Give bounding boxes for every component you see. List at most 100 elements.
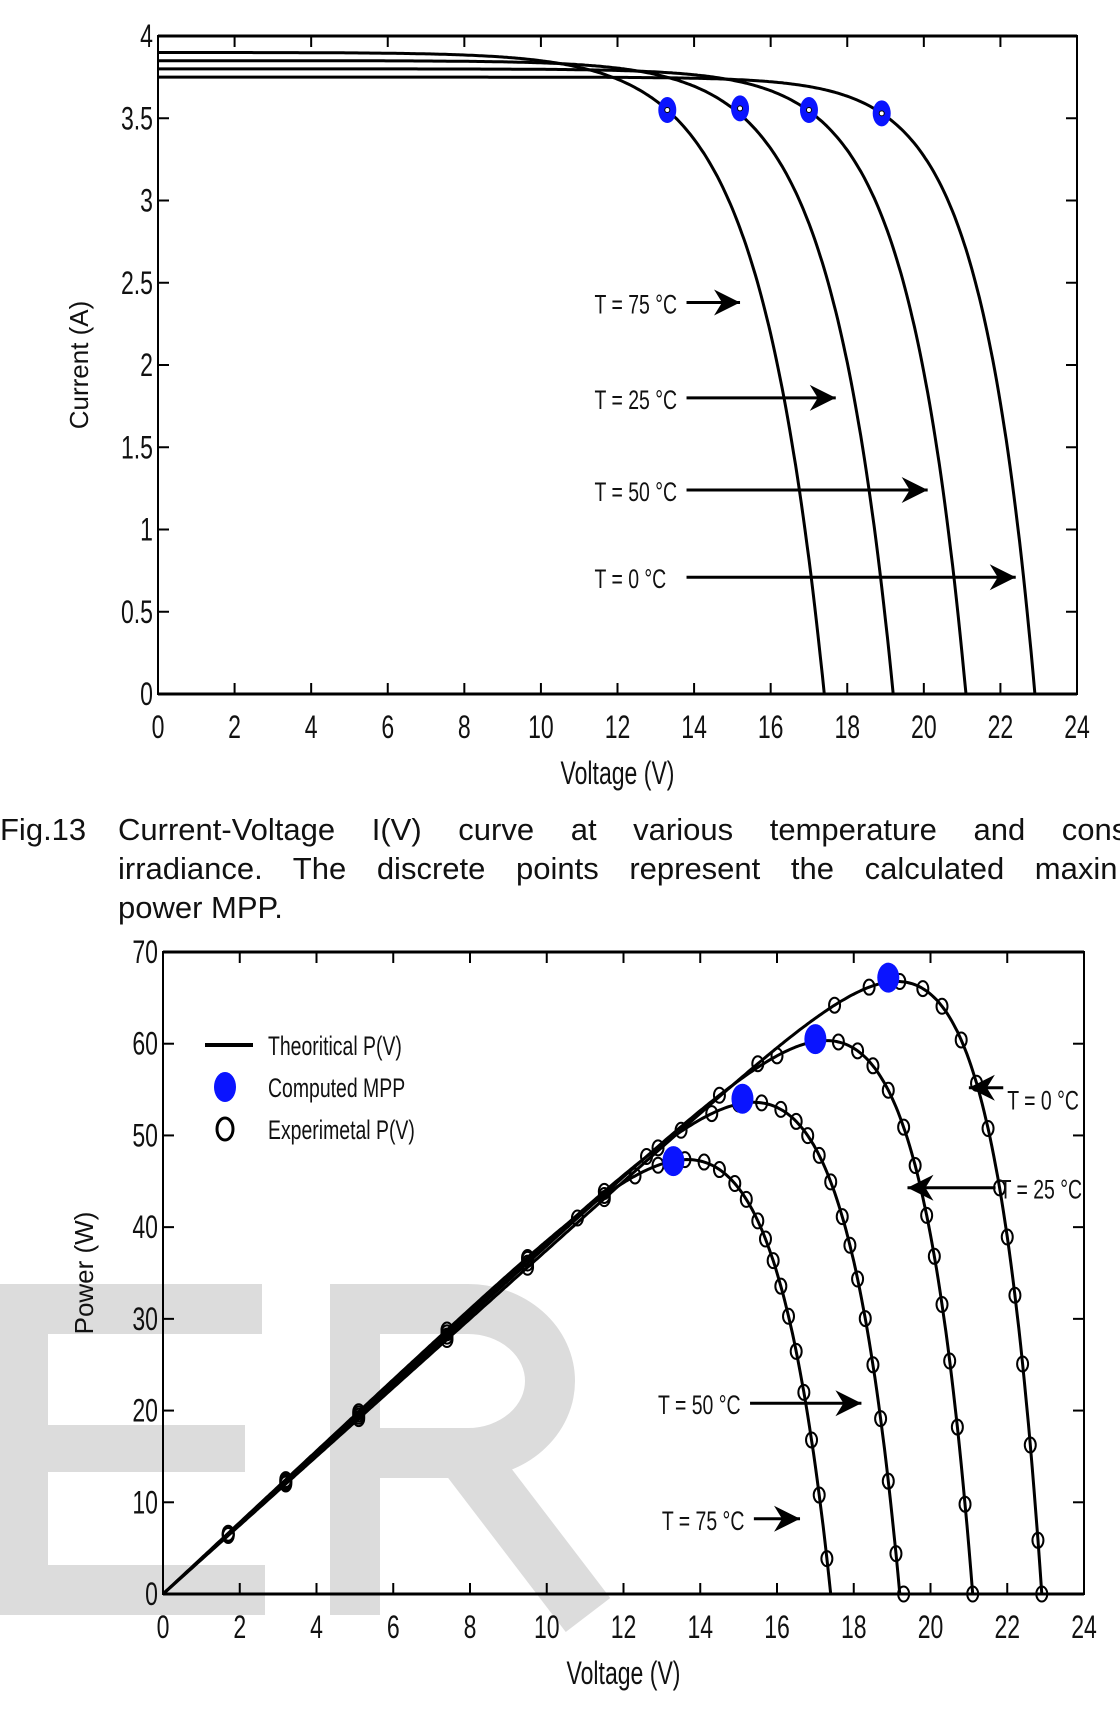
iv-curve-2	[158, 59, 895, 695]
experimental-point	[935, 997, 949, 1015]
watermark-logo	[0, 1284, 611, 1632]
experimental-point	[712, 1161, 726, 1179]
iv-curve-1	[158, 51, 826, 695]
x-tick-label: 2	[233, 1609, 246, 1645]
experimental-point	[674, 1121, 688, 1139]
y-tick-label: 1.5	[121, 430, 153, 466]
experimental-point	[866, 1356, 880, 1374]
experimental-point	[874, 1410, 888, 1428]
x-tick-label: 22	[988, 709, 1014, 745]
experimental-point	[897, 1118, 911, 1136]
experimental-point	[835, 1208, 849, 1226]
annotation-label: T = 0 °C	[595, 564, 667, 594]
x-tick-label: 6	[381, 709, 394, 745]
x-tick-label: 10	[528, 709, 554, 745]
experimental-point	[812, 1486, 826, 1504]
experimental-point	[758, 1230, 772, 1248]
experimental-point	[889, 1545, 903, 1563]
caption-fig-number: Fig.13	[0, 812, 87, 847]
x-tick-label: 4	[310, 1609, 323, 1645]
experimental-point	[640, 1148, 654, 1166]
experimental-point	[789, 1342, 803, 1360]
caption-line-1: Current-Voltage I(V) curve at various te…	[118, 812, 1120, 847]
experimental-point	[728, 1175, 742, 1193]
y-tick-label: 3	[140, 183, 153, 219]
mpp-point-center	[805, 107, 812, 114]
experimental-point	[751, 1055, 765, 1073]
watermark-letter-e	[0, 1284, 265, 1615]
y-tick-label: 40	[132, 1209, 158, 1245]
legend-experimental-swatch	[215, 1116, 235, 1142]
x-tick-label: 20	[918, 1609, 944, 1645]
figure-caption: Fig.13 Current-Voltage I(V) curve at vari…	[0, 810, 1120, 927]
experimental-point	[950, 1418, 964, 1436]
y-tick-label: 1	[140, 512, 153, 548]
y-tick-label: 2	[140, 347, 153, 383]
x-tick-label: 0	[157, 1609, 170, 1645]
experimental-point	[755, 1094, 769, 1112]
experimental-point	[927, 1247, 941, 1265]
y-tick-label: 0.5	[121, 594, 153, 630]
pv-chart: 0 2 4 6 8 10 12 14 16 18 20 22 24010203040506070Volt…	[69, 934, 1097, 1691]
experimental-point	[958, 1495, 972, 1513]
experimental-point	[881, 1081, 895, 1099]
experimental-point	[916, 980, 930, 998]
y-tick-label: 0	[140, 676, 153, 712]
annotation-label: T = 0 °C	[1007, 1086, 1079, 1116]
experimental-point	[831, 1033, 845, 1051]
experimental-point	[812, 1146, 826, 1164]
experimental-point	[697, 1153, 711, 1171]
x-axis-label: Voltage (V)	[561, 755, 675, 791]
experimental-point	[789, 1112, 803, 1130]
x-tick-label: 14	[687, 1609, 713, 1645]
annotation-arrowhead	[809, 384, 836, 411]
experimental-point	[908, 1157, 922, 1175]
experimental-point	[766, 1252, 780, 1270]
annotation-arrowhead	[901, 477, 928, 504]
experimental-point	[851, 1270, 865, 1288]
experimental-point	[1023, 1436, 1037, 1454]
y-axis-label: Power (W)	[69, 1212, 99, 1335]
experimental-point	[1035, 1585, 1049, 1603]
iv-chart: 0 2 4 6 8 10 12 14 16 18 20 22 2400.511.522.533.54Vo…	[64, 18, 1090, 791]
y-tick-label: 30	[132, 1301, 158, 1337]
annotation-arrowhead	[774, 1505, 801, 1532]
y-tick-label: 0	[145, 1576, 158, 1612]
annotation-label: T = 75 °C	[662, 1506, 744, 1536]
iv-curve-3	[158, 67, 968, 695]
x-axis-label: Voltage (V)	[567, 1655, 681, 1691]
x-tick-label: 18	[834, 709, 860, 745]
experimental-point	[843, 1236, 857, 1254]
annotation-arrowhead	[714, 289, 741, 316]
experimental-point	[712, 1086, 726, 1104]
experimental-point	[866, 1057, 880, 1075]
annotation-arrowhead	[907, 1174, 934, 1201]
y-tick-label: 4	[140, 18, 153, 54]
y-tick-label: 3.5	[121, 101, 153, 137]
legend-entry-1: Theoritical P(V)	[268, 1031, 402, 1061]
experimental-point	[352, 1410, 366, 1428]
x-tick-label: 6	[387, 1609, 400, 1645]
experimental-point	[805, 1431, 819, 1449]
experimental-point	[774, 1100, 788, 1118]
experimental-point	[751, 1212, 765, 1230]
annotation-label: T = 25 °C	[1000, 1175, 1082, 1205]
experimental-point	[739, 1190, 753, 1208]
computed-mpp-point-3	[804, 1024, 827, 1055]
caption-line-3: power MPP.	[118, 890, 283, 925]
x-tick-label: 10	[534, 1609, 560, 1645]
y-tick-label: 50	[132, 1118, 158, 1154]
x-tick-label: 14	[681, 709, 707, 745]
computed-mpp-point-2	[731, 1083, 754, 1114]
experimental-point	[279, 1475, 293, 1493]
experimental-point	[1031, 1531, 1045, 1549]
experimental-point	[820, 1550, 834, 1568]
y-tick-label: 20	[132, 1393, 158, 1429]
experimental-point	[221, 1527, 235, 1545]
computed-mpp-point-1	[662, 1146, 685, 1177]
experimental-point	[801, 1127, 815, 1145]
annotation-arrowhead	[989, 564, 1016, 591]
mpp-point-center	[664, 107, 671, 114]
legend-entry-3: Experimetal P(V)	[268, 1115, 415, 1145]
x-tick-label: 20	[911, 709, 937, 745]
